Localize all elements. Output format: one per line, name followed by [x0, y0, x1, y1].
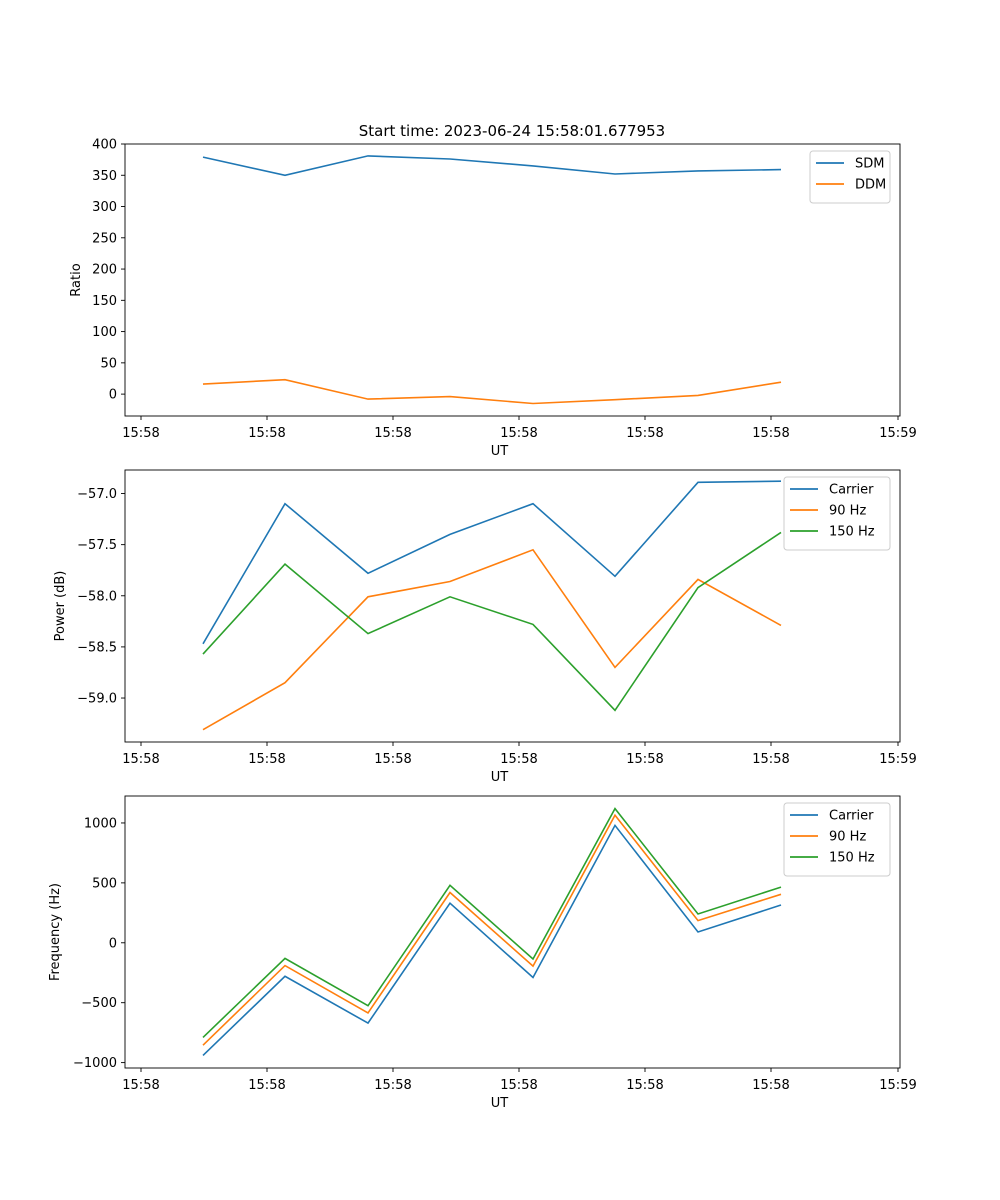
y-tick-label: −500: [81, 996, 117, 1011]
x-tick-label: 15:58: [248, 752, 285, 767]
series-line-2: [202, 813, 782, 1046]
y-tick-label: −58.0: [77, 589, 117, 604]
series-line-3: [202, 807, 782, 1038]
y-tick-label: 500: [92, 876, 117, 891]
x-tick-label: 15:58: [752, 1078, 789, 1093]
y-tick-label: 100: [92, 325, 117, 340]
x-axis-label: UT: [491, 1096, 509, 1111]
x-tick-label: 15:58: [248, 1078, 285, 1093]
x-tick-label: 15:58: [752, 426, 789, 441]
legend-label: 150 Hz: [829, 851, 875, 866]
y-tick-label: −59.0: [77, 692, 117, 707]
y-tick-label: 150: [92, 294, 117, 309]
y-tick-label: 200: [92, 263, 117, 278]
legend-label: SDM: [855, 157, 884, 172]
legend-label: Carrier: [829, 809, 874, 824]
figure-title: Start time: 2023-06-24 15:58:01.677953: [359, 122, 665, 140]
y-tick-label: 50: [100, 356, 117, 371]
x-tick-label: 15:58: [500, 752, 537, 767]
y-tick-label: −1000: [73, 1056, 117, 1071]
series-line-1: [202, 155, 782, 177]
x-tick-label: 15:58: [500, 426, 537, 441]
series-line-2: [202, 548, 782, 731]
x-tick-label: 15:58: [500, 1078, 537, 1093]
x-tick-label: 15:58: [248, 426, 285, 441]
legend: Carrier 90 Hz 150 Hz: [783, 802, 891, 877]
x-tick-label: 15:58: [626, 1078, 663, 1093]
subplot-3: 15:58 15:58 15:58 15:58 15:58 15:58 15:59 −1000…: [48, 795, 917, 1111]
x-tick-label: 15:58: [626, 752, 663, 767]
x-tick-label: 15:58: [122, 426, 159, 441]
y-tick-label: 400: [92, 138, 117, 153]
x-tick-label: 15:59: [879, 1078, 916, 1093]
y-axis-label: Frequency (Hz): [48, 883, 63, 981]
x-tick-label: 15:59: [879, 426, 916, 441]
subplot-2: 15:58 15:58 15:58 15:58 15:58 15:58 15:59 −59.0…: [53, 469, 917, 785]
legend-label: 90 Hz: [829, 504, 866, 519]
x-tick-label: 15:59: [879, 752, 916, 767]
y-tick-label: −57.0: [77, 487, 117, 502]
legend-label: Carrier: [829, 483, 874, 498]
subplot-panels: 15:58 15:58 15:58 15:58 15:58 15:58 15:59 0 50 10…: [48, 138, 917, 1112]
legend-label: 150 Hz: [829, 525, 875, 540]
y-tick-label: 250: [92, 231, 117, 246]
y-tick-label: 350: [92, 169, 117, 184]
series-line-2: [202, 378, 782, 405]
x-tick-label: 15:58: [374, 752, 411, 767]
legend: Carrier 90 Hz 150 Hz: [783, 476, 891, 551]
y-axis-label: Power (dB): [53, 571, 68, 642]
axes-frame: [124, 469, 901, 743]
legend-label: DDM: [855, 178, 886, 193]
y-tick-label: 1000: [84, 816, 117, 831]
axes-frame: [124, 143, 901, 417]
axes-frame: [124, 795, 901, 1069]
y-axis-label: Ratio: [69, 263, 84, 296]
subplot-1: 15:58 15:58 15:58 15:58 15:58 15:58 15:59 0 50 10…: [69, 138, 917, 460]
y-tick-label: −58.5: [77, 640, 117, 655]
x-tick-label: 15:58: [122, 752, 159, 767]
x-tick-label: 15:58: [374, 1078, 411, 1093]
x-tick-label: 15:58: [122, 1078, 159, 1093]
series-line-3: [202, 531, 782, 712]
x-tick-label: 15:58: [752, 752, 789, 767]
x-axis-label: UT: [491, 444, 509, 459]
legend-frame: [809, 150, 891, 204]
legend-label: 90 Hz: [829, 830, 866, 845]
y-tick-label: 0: [109, 388, 117, 403]
y-tick-label: 300: [92, 200, 117, 215]
x-tick-label: 15:58: [374, 426, 411, 441]
y-tick-label: 0: [109, 936, 117, 951]
legend: SDM DDM: [809, 150, 891, 204]
y-tick-label: −57.5: [77, 538, 117, 553]
series-line-1: [202, 480, 782, 645]
series-line-1: [202, 823, 782, 1056]
x-tick-label: 15:58: [626, 426, 663, 441]
x-axis-label: UT: [491, 770, 509, 785]
